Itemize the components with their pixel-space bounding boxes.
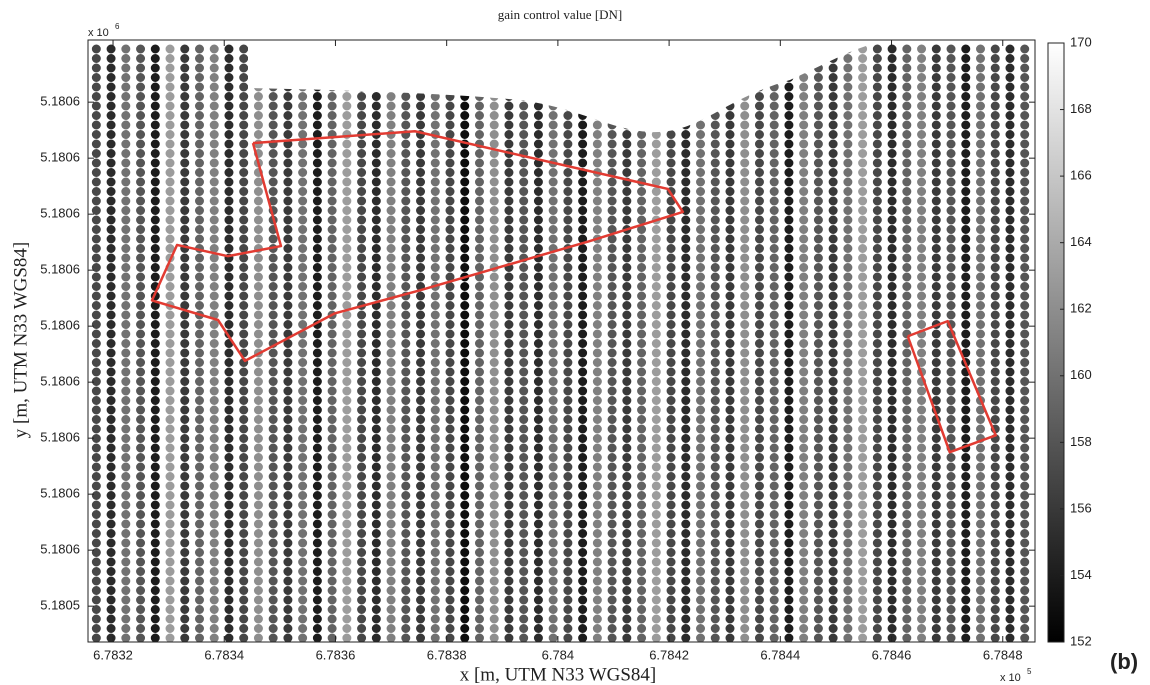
y-exponent-power: 6: [115, 22, 120, 31]
chart-title: gain control value [DN]: [498, 7, 623, 22]
colorbar-tick-label: 152: [1070, 633, 1092, 648]
x-tick-label: 6.7842: [649, 647, 689, 662]
x-tick-label: 6.7846: [872, 647, 912, 662]
x-exponent-power: 5: [1027, 667, 1032, 676]
y-tick-label: 5.1806: [40, 206, 80, 221]
colorbar-tick-label: 164: [1070, 234, 1092, 249]
x-tick-label: 6.7838: [427, 647, 467, 662]
colorbar-tick-label: 160: [1070, 367, 1092, 382]
y-tick-label: 5.1806: [40, 542, 80, 557]
y-tick-label: 5.1806: [40, 430, 80, 445]
x-tick-label: 6.7844: [760, 647, 800, 662]
x-axis-label: x [m, UTM N33 WGS84]: [460, 664, 657, 685]
y-tick-label: 5.1806: [40, 374, 80, 389]
chart: gain control value [DN] x [m, UTM N33 WG…: [0, 0, 1150, 685]
x-tick-label: 6.7848: [983, 647, 1023, 662]
x-exponent-base: x 10: [1000, 672, 1021, 684]
y-tick-label: 5.1806: [40, 262, 80, 277]
y-tick-label: 5.1806: [40, 486, 80, 501]
y-axis-label: y [m, UTM N33 WGS84]: [10, 242, 31, 439]
y-exponent-base: x 10: [88, 27, 109, 39]
colorbar-tick-label: 156: [1070, 500, 1092, 515]
colorbar: [1048, 43, 1064, 642]
colorbar-tick-label: 166: [1070, 168, 1092, 183]
x-tick-label: 6.7836: [316, 647, 356, 662]
y-tick-label: 5.1806: [40, 150, 80, 165]
colorbar-tick-label: 162: [1070, 301, 1092, 316]
colorbar-tick-label: 158: [1070, 434, 1092, 449]
x-tick-label: 6.7832: [93, 647, 133, 662]
colorbar-tick-label: 154: [1070, 567, 1092, 582]
x-tick-label: 6.7834: [204, 647, 244, 662]
y-tick-label: 5.1806: [40, 318, 80, 333]
colorbar-tick-label: 170: [1070, 34, 1092, 49]
x-tick-label: 6.784: [542, 647, 575, 662]
panel-label: (b): [1110, 649, 1138, 674]
y-tick-label: 5.1805: [40, 598, 80, 613]
y-tick-label: 5.1806: [40, 94, 80, 109]
colorbar-tick-label: 168: [1070, 101, 1092, 116]
